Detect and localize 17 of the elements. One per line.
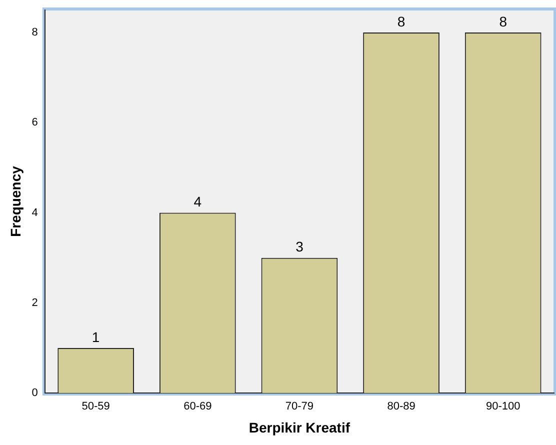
data-label: 8 — [499, 13, 508, 30]
x-tick-label: 90-100 — [486, 400, 520, 413]
x-tick-label: 60-69 — [184, 400, 212, 413]
y-tick-label: 6 — [32, 116, 38, 129]
data-label: 4 — [194, 194, 202, 210]
y-axis-title: Frequency — [7, 166, 24, 237]
y-tick-label: 8 — [32, 26, 38, 39]
x-tick-label: 80-89 — [387, 400, 416, 413]
y-tick-label: 0 — [32, 387, 38, 400]
y-tick-label: 4 — [32, 206, 38, 219]
data-label: 1 — [92, 328, 100, 345]
x-tick-label: 50-59 — [82, 400, 110, 413]
y-tick-label: 2 — [32, 296, 38, 309]
x-axis-title: Berpikir Kreatif — [248, 419, 350, 436]
data-label: 8 — [397, 13, 406, 30]
data-label: 3 — [296, 238, 304, 255]
x-tick-label: 70-79 — [285, 400, 314, 413]
